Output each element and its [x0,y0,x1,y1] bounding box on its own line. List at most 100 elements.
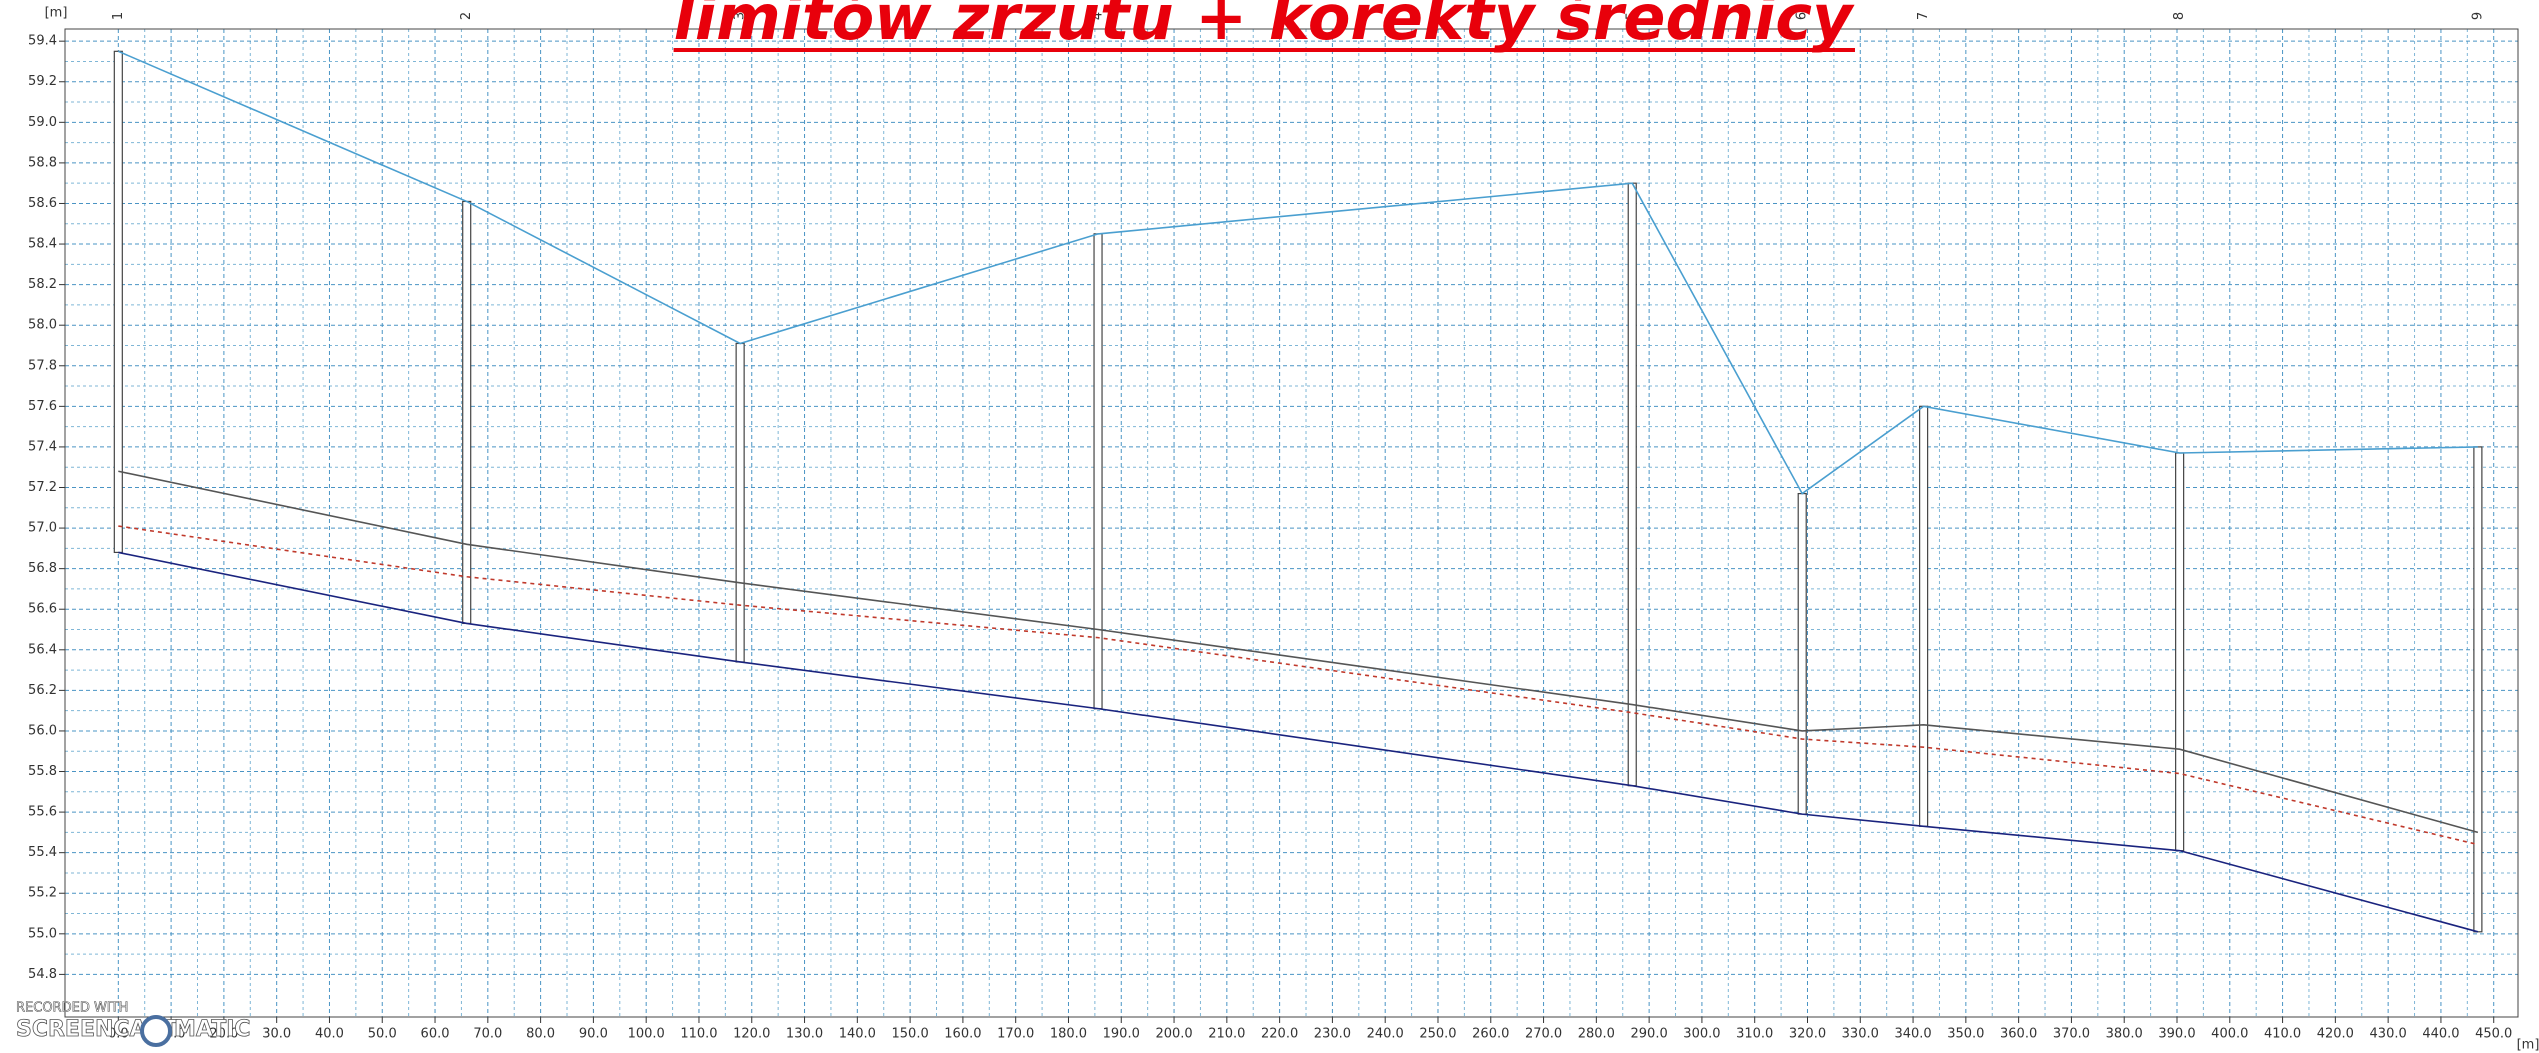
well-label: 2 [459,12,474,20]
x-tick-label: 310.0 [1736,1027,1773,1042]
watermark-logo [140,1015,172,1047]
well [2473,446,2483,933]
well-label: 5 [1625,12,1640,20]
well [113,50,123,554]
x-tick-label: 190.0 [1103,1027,1140,1042]
x-tick-label: 140.0 [839,1027,876,1042]
y-tick-label: 55.8 [28,764,57,779]
y-tick-label: 57.8 [28,358,57,373]
x-tick-label: 260.0 [1472,1027,1509,1042]
x-tick-label: 210.0 [1208,1027,1245,1042]
profile-line [118,525,2479,846]
x-tick-label: 150.0 [892,1027,929,1042]
y-tick-label: 55.2 [28,886,57,901]
x-tick-label: 130.0 [786,1027,823,1042]
well-label: 9 [2470,12,2485,20]
x-tick-label: 350.0 [1947,1027,1984,1042]
well [1919,405,1929,827]
y-tick-label: 55.4 [28,845,57,860]
watermark-line: MATIC [174,1017,251,1042]
y-tick-label: 56.0 [28,723,57,738]
well-label: 8 [2172,12,2187,20]
x-tick-label: 390.0 [2158,1027,2195,1042]
y-tick-label: 56.4 [28,642,57,657]
x-tick-label: 100.0 [628,1027,665,1042]
well [735,342,745,663]
well [2175,452,2185,852]
x-tick-label: 400.0 [2211,1027,2248,1042]
x-tick-label: 240.0 [1367,1027,1404,1042]
x-tick-label: 20.0 [209,1027,238,1042]
x-tick-label: 300.0 [1683,1027,1720,1042]
profile-line [118,470,2479,834]
profile-line [117,50,2478,495]
x-tick-label: 60.0 [421,1027,450,1042]
x-tick-label: 30.0 [262,1027,291,1042]
x-tick-label: 70.0 [473,1027,502,1042]
x-tick-label: 120.0 [733,1027,770,1042]
x-tick-label: 290.0 [1631,1027,1668,1042]
x-tick-label: 40.0 [315,1027,344,1042]
y-tick-label: 55.0 [28,926,57,941]
y-tick-label: 57.6 [28,399,57,414]
y-tick-label: 57.0 [28,521,57,536]
well-label: 7 [1916,12,1931,20]
x-tick-label: 110.0 [680,1027,717,1042]
x-tick-label: 440.0 [2422,1027,2459,1042]
y-tick-label: 58.0 [28,318,57,333]
y-tick-label: 56.2 [28,683,57,698]
x-tick-label: 230.0 [1314,1027,1351,1042]
well-label: 4 [1091,12,1106,20]
well [462,200,472,625]
y-tick-label: 58.6 [28,196,57,211]
well [1797,492,1807,815]
x-tick-label: 380.0 [2106,1027,2143,1042]
watermark-line: RECORDED WITH [16,1001,128,1016]
y-tick-label: 58.2 [28,277,57,292]
x-tick-label: 410.0 [2264,1027,2301,1042]
x-tick-label: 50.0 [368,1027,397,1042]
y-tick-label: 56.8 [28,561,57,576]
x-tick-label: 330.0 [1842,1027,1879,1042]
y-tick-label: 54.8 [28,967,57,982]
x-tick-label: 360.0 [2000,1027,2037,1042]
y-tick-label: 59.4 [28,34,57,49]
well-label: 3 [733,12,748,20]
well-label: 6 [1795,12,1810,20]
x-tick-label: 80.0 [526,1027,555,1042]
x-tick-label: 0.0 [108,1027,129,1042]
x-tick-label: 430.0 [2370,1027,2407,1042]
x-tick-label: 340.0 [1894,1027,1931,1042]
x-tick-label: 450.0 [2475,1027,2512,1042]
x-tick-label: 280.0 [1578,1027,1615,1042]
x-tick-label: 180.0 [1050,1027,1087,1042]
y-tick-label: 55.6 [28,805,57,820]
x-tick-label: 220.0 [1261,1027,1298,1042]
x-axis-label: [m] [2517,1038,2539,1053]
plot-frame [64,28,2519,1018]
x-tick-label: 370.0 [2053,1027,2090,1042]
well [1627,182,1637,787]
y-axis-label: [m] [45,6,68,21]
x-tick-label: 250.0 [1419,1027,1456,1042]
well-label: 1 [111,12,126,20]
x-tick-label: 270.0 [1525,1027,1562,1042]
x-tick-label: 160.0 [944,1027,981,1042]
y-tick-label: 59.0 [28,115,57,130]
y-tick-label: 58.8 [28,155,57,170]
y-tick-label: 57.4 [28,439,57,454]
x-tick-label: 170.0 [997,1027,1034,1042]
y-tick-label: 58.4 [28,237,57,252]
y-tick-label: 56.6 [28,602,57,617]
x-tick-label: 90.0 [579,1027,608,1042]
x-tick-label: 420.0 [2317,1027,2354,1042]
chart-title: limitów zrzutu + korekty średnicy [674,0,1855,54]
y-tick-label: 57.2 [28,480,57,495]
x-tick-label: 200.0 [1155,1027,1192,1042]
x-tick-label: 320.0 [1789,1027,1826,1042]
y-tick-label: 59.2 [28,74,57,89]
profile-line [118,551,2479,933]
